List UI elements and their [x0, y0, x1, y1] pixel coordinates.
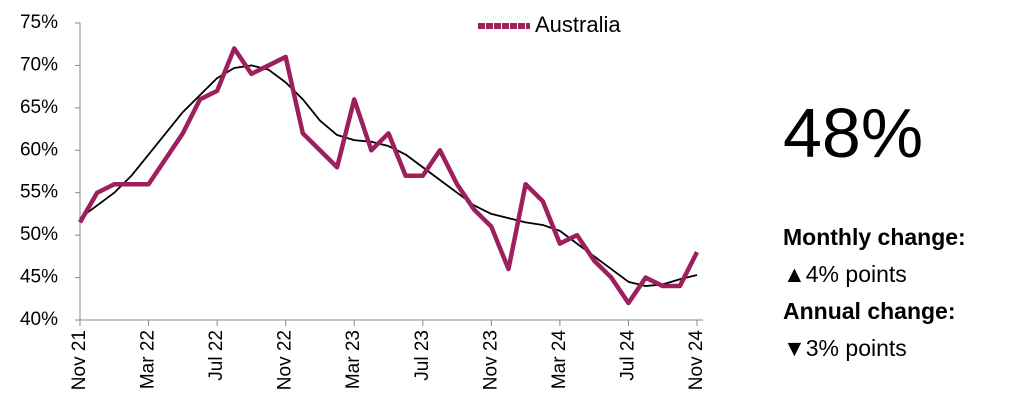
x-tick-label: Mar 24: [549, 330, 570, 390]
monthly-label: Monthly change:: [783, 224, 966, 250]
monthly-value: ▲4% points: [783, 261, 907, 287]
x-tick-label: Nov 22: [275, 330, 296, 390]
y-tick-label: 65%: [20, 97, 58, 118]
annual-label: Annual change:: [783, 298, 956, 324]
x-tick-label: Nov 21: [69, 330, 90, 390]
x-tick-label: Nov 24: [686, 330, 707, 391]
x-tick-label: Jul 22: [206, 330, 227, 381]
y-tick-label: 50%: [20, 224, 58, 245]
y-tick-label: 75%: [20, 12, 58, 33]
legend-label: Australia: [535, 12, 621, 37]
y-tick-label: 60%: [20, 139, 58, 160]
headline-value: 48%: [783, 94, 924, 172]
x-tick-label: Mar 23: [343, 330, 364, 389]
chart: 40% 45% 50% 55% 60% 65% 70% 75% Nov 21 Mar 22 Jul …: [20, 12, 707, 391]
x-tick-label: Jul 23: [412, 330, 433, 381]
x-tick-label: Mar 22: [138, 330, 159, 389]
y-tick-label: 40%: [20, 309, 58, 330]
x-tick-label: Nov 23: [480, 330, 501, 390]
y-tick-label: 70%: [20, 54, 58, 75]
y-tick-label: 55%: [20, 182, 58, 203]
y-tick-label: 45%: [20, 267, 58, 288]
x-tick-label: Jul 24: [617, 330, 638, 381]
annual-value: ▼3% points: [783, 335, 907, 361]
trend-line: [79, 64, 698, 287]
series-line: [78, 46, 700, 306]
